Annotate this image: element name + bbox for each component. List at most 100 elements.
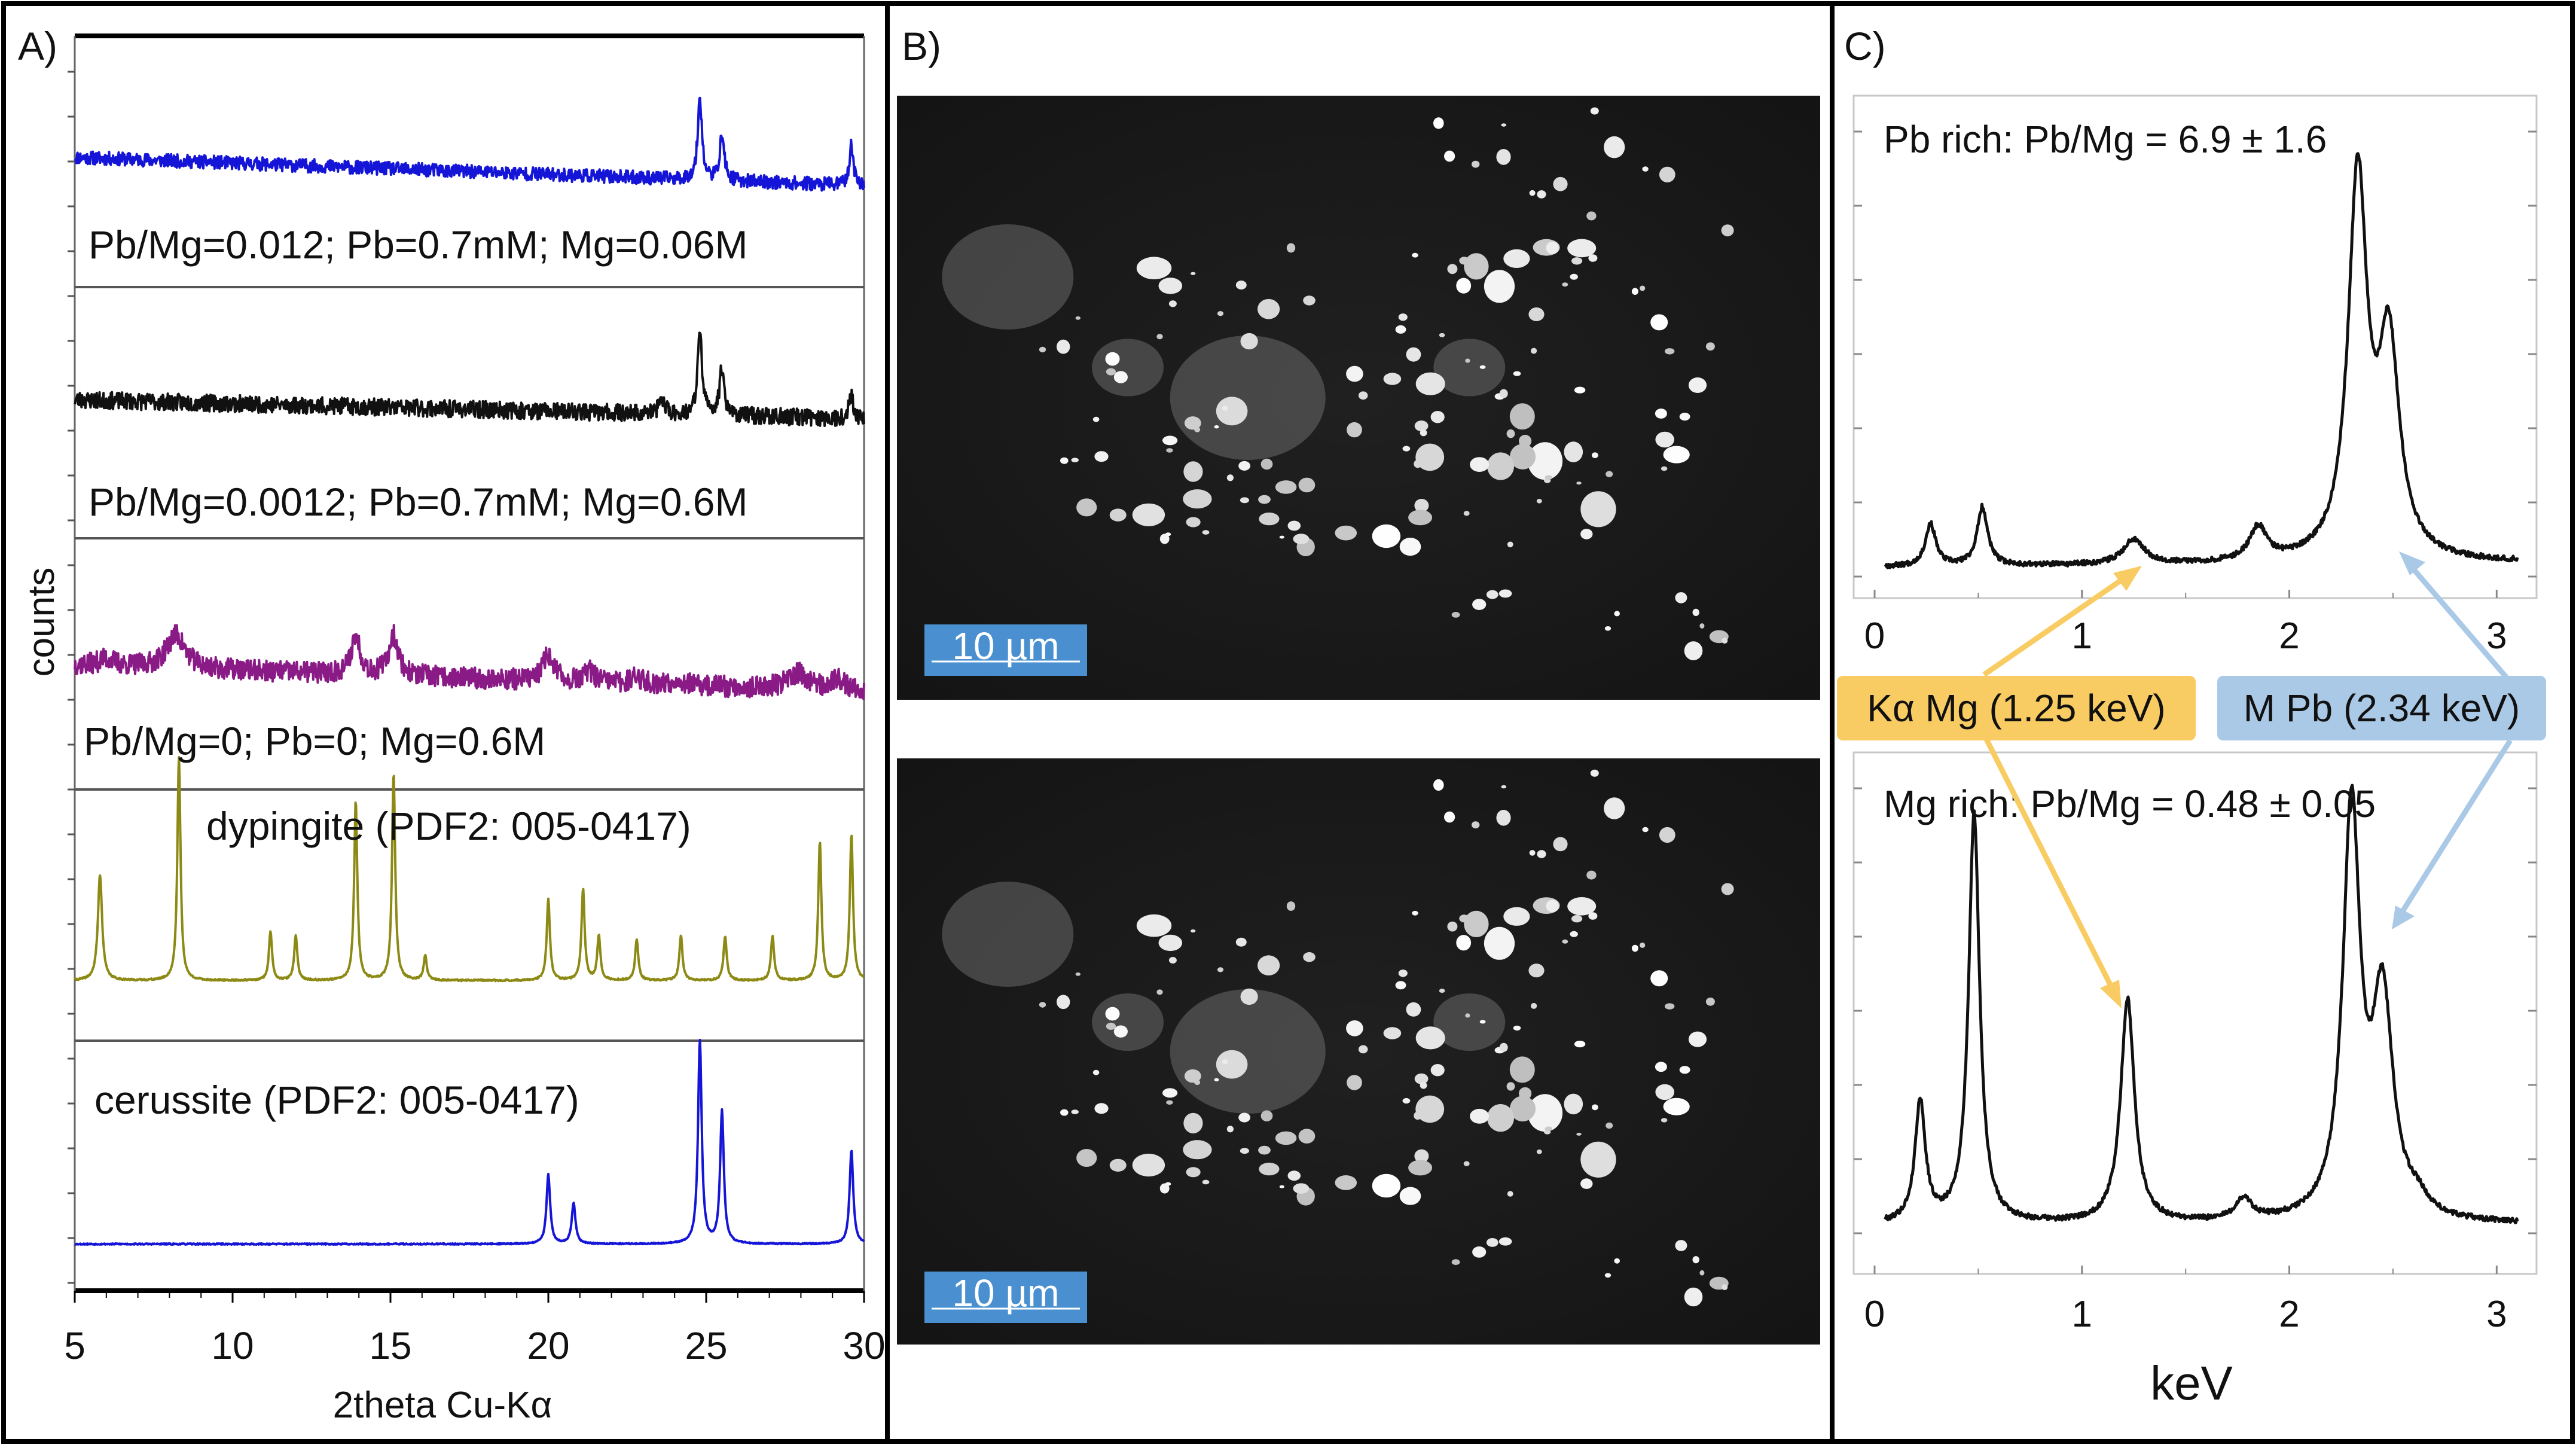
- sem-particle: [1260, 1110, 1273, 1121]
- sem-particle: [1166, 1100, 1173, 1105]
- sem-particle: [1705, 342, 1715, 351]
- sem-particle: [1094, 451, 1109, 462]
- sem-particle: [1564, 441, 1583, 462]
- sem-particle: [1444, 150, 1455, 162]
- sem-particle: [1075, 316, 1081, 320]
- sem-particle: [1183, 461, 1203, 482]
- sem-particle: [1675, 1240, 1687, 1251]
- sem-particle: [1499, 389, 1508, 398]
- sem-particle: [1642, 827, 1649, 833]
- sem-particle: [1240, 333, 1258, 350]
- mg-arrow-up-head: [2113, 566, 2142, 591]
- sem-particle: [1684, 1287, 1703, 1307]
- sem-aggregate: [942, 882, 1074, 987]
- sem-particle: [1293, 1183, 1310, 1194]
- xrd-x-tick-label: 30: [843, 1324, 885, 1367]
- sem-particle: [1590, 769, 1599, 777]
- xrd-y-ticks: [68, 71, 75, 1284]
- sem-particle: [1346, 1020, 1363, 1037]
- sem-particle: [1567, 897, 1597, 916]
- panel-c-label: C): [1844, 24, 1886, 68]
- eds-trace-bottom: [1884, 784, 2519, 1225]
- sem-particle: [1501, 123, 1507, 127]
- sem-particle: [1498, 1237, 1512, 1246]
- sem-particle: [1060, 1109, 1069, 1116]
- sem-particle: [1057, 339, 1070, 354]
- sem-particle: [1191, 929, 1196, 933]
- sem-particle: [1499, 1042, 1508, 1052]
- xrd-trace-2: [74, 331, 865, 427]
- sem-particle: [1487, 1104, 1514, 1132]
- sem-particle: [1580, 1178, 1593, 1189]
- sem-particle: [1447, 921, 1458, 932]
- sem-particle: [1383, 373, 1402, 385]
- sem-particle: [1571, 257, 1583, 265]
- sem-particle: [1158, 934, 1183, 952]
- xrd-label-5: cerussite (PDF2: 005-0417): [94, 1078, 579, 1122]
- sem-particle: [1604, 797, 1625, 819]
- mg-label-text: Kα Mg (1.25 keV): [1867, 687, 2165, 730]
- sem-particle: [1684, 641, 1703, 660]
- panel-c: C) 0 1 2 3 0 1 2 3 Pb rich: Pb/Mg = 6.9 ± 1.6 M…: [1837, 24, 2546, 1410]
- sem-particle: [1395, 981, 1406, 990]
- sem-particle: [1529, 190, 1536, 196]
- sem-particle: [1501, 785, 1507, 789]
- sem-image-top: 10 µm: [897, 96, 1820, 700]
- sem-particles-top: [942, 107, 1734, 660]
- sem-particle: [1472, 1246, 1487, 1258]
- sem-particle: [1498, 589, 1512, 598]
- sem-particle: [1039, 346, 1046, 353]
- sem-particle: [1546, 900, 1559, 913]
- sem-particle: [1571, 914, 1583, 923]
- sem-particle: [1503, 249, 1530, 268]
- scale-bar-bottom-label: 10 µm: [952, 1272, 1059, 1315]
- sem-particle: [1399, 538, 1421, 556]
- sem-particle: [1679, 1066, 1690, 1074]
- eds-top-plot-box: [1852, 94, 2538, 599]
- sem-particle: [1216, 1050, 1248, 1079]
- sem-particle: [1692, 608, 1699, 616]
- sem-particle: [1372, 1173, 1401, 1198]
- sem-particle: [1447, 264, 1458, 275]
- sem-particle: [1183, 489, 1212, 509]
- sem-particle: [1470, 1108, 1490, 1124]
- sem-particle: [1496, 810, 1511, 826]
- sem-particle: [1451, 612, 1460, 618]
- xrd-x-tick-label: 20: [527, 1324, 569, 1367]
- sem-particle: [1433, 779, 1444, 791]
- sem-particle: [1567, 239, 1597, 258]
- sem-particle: [1415, 1026, 1445, 1050]
- sem-particle: [1527, 1094, 1563, 1132]
- mg-annotation-arrows: [1981, 566, 2142, 1008]
- sem-particle: [1570, 931, 1578, 937]
- xrd-x-tick-label: 5: [64, 1324, 86, 1367]
- sem-particle: [1528, 307, 1545, 321]
- sem-particle: [1402, 446, 1411, 452]
- xrd-x-tick-label: 15: [369, 1324, 411, 1367]
- sem-particle: [1574, 386, 1586, 394]
- xrd-y-axis-label: counts: [21, 568, 62, 677]
- sem-particle: [1226, 474, 1234, 481]
- sem-particle: [1060, 457, 1069, 464]
- xrd-frame: [74, 33, 865, 1293]
- sem-particle: [1414, 1073, 1429, 1084]
- sem-particle: [1335, 1175, 1357, 1190]
- sem-particle: [1430, 411, 1445, 423]
- sem-particle: [1463, 1161, 1470, 1166]
- sem-particle: [1513, 1025, 1521, 1031]
- sem-particle: [1484, 270, 1515, 303]
- eds-top-title: Pb rich: Pb/Mg = 6.9 ± 1.6: [1884, 118, 2327, 161]
- sem-particle: [1659, 166, 1675, 182]
- sem-particle: [1519, 434, 1532, 447]
- xrd-x-axis-label: 2theta Cu-Kα: [333, 1385, 553, 1426]
- sem-particle: [1113, 1025, 1128, 1038]
- sem-particle: [1136, 914, 1172, 937]
- sem-particle: [1414, 1111, 1422, 1120]
- sem-particle: [1286, 901, 1296, 911]
- sem-aggregate: [1170, 989, 1326, 1114]
- sem-particle: [1303, 295, 1316, 306]
- sem-particle: [1240, 988, 1258, 1005]
- mg-label-box: [1837, 676, 2196, 740]
- sem-particle: [1298, 477, 1316, 493]
